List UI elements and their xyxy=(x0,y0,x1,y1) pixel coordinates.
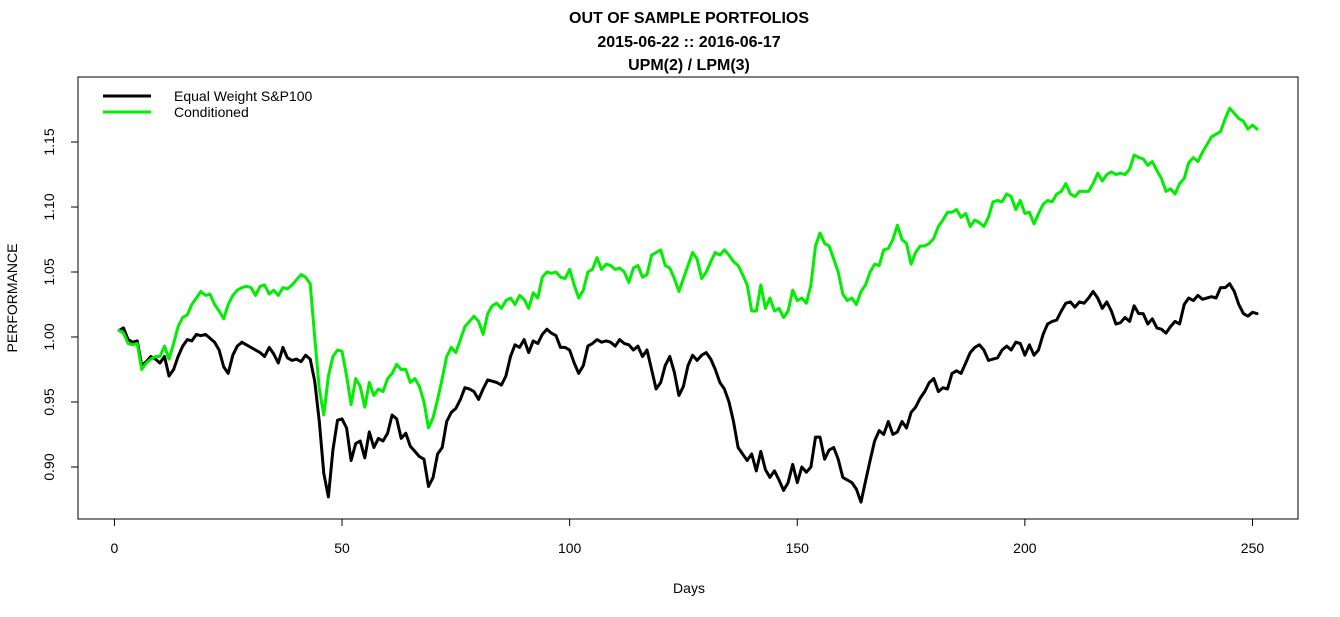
y-axis-label: PERFORMANCE xyxy=(4,244,20,353)
x-tick-label: 250 xyxy=(1241,540,1265,556)
y-tick-label: 1.05 xyxy=(41,258,57,285)
series-line-equal-weight xyxy=(117,282,1259,504)
x-tick-label: 100 xyxy=(558,540,582,556)
x-axis: 0 50 100 150 200 250 xyxy=(111,518,1265,556)
series-line-conditioned xyxy=(117,106,1259,430)
x-tick-label: 0 xyxy=(111,540,119,556)
x-tick-label: 200 xyxy=(1013,540,1037,556)
legend-label-equal-weight: Equal Weight S&P100 xyxy=(174,88,312,104)
x-axis-label: Days xyxy=(673,580,705,596)
y-tick-label: 1.00 xyxy=(41,323,57,350)
y-tick-label: 0.90 xyxy=(41,453,57,480)
series-layer xyxy=(117,106,1259,504)
x-tick-label: 50 xyxy=(334,540,350,556)
y-axis: 0.90 0.95 1.00 1.05 1.10 1.15 xyxy=(41,128,79,481)
y-tick-label: 0.95 xyxy=(41,388,57,415)
y-tick-label: 1.15 xyxy=(41,128,57,155)
chart-title-line-1: OUT OF SAMPLE PORTFOLIOS xyxy=(569,10,809,27)
x-tick-label: 150 xyxy=(786,540,810,556)
chart-title-line-2: 2015-06-22 :: 2016-06-17 xyxy=(597,34,780,51)
plot-area-frame xyxy=(77,76,1299,520)
y-tick-label: 1.10 xyxy=(41,193,57,220)
chart-title-line-3: UPM(2) / LPM(3) xyxy=(628,57,750,74)
legend: Equal Weight S&P100 Conditioned xyxy=(103,88,312,120)
legend-label-conditioned: Conditioned xyxy=(174,104,249,120)
